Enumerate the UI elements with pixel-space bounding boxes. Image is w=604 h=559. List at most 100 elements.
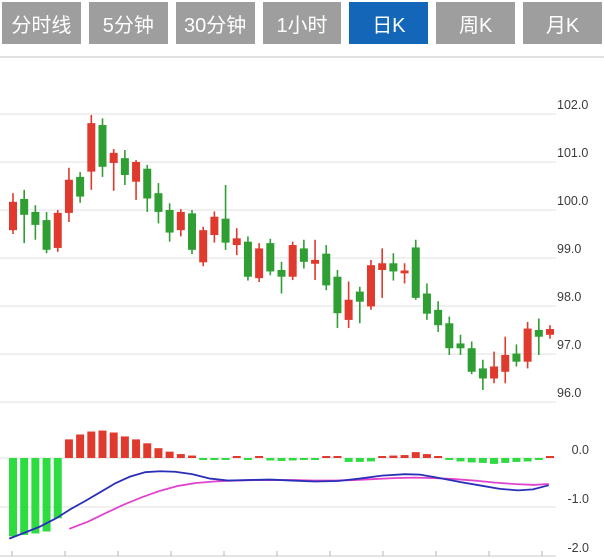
candle-body bbox=[400, 270, 409, 274]
macd-histogram-bar bbox=[490, 458, 499, 464]
candle-body bbox=[467, 348, 476, 372]
candle-body bbox=[445, 323, 454, 349]
tab-分时线[interactable]: 分时线 bbox=[2, 2, 81, 44]
candle-body bbox=[322, 253, 331, 286]
candle-body bbox=[490, 366, 499, 379]
candle-body bbox=[367, 265, 375, 307]
macd-histogram-bar bbox=[501, 458, 510, 463]
candle-body bbox=[311, 259, 320, 264]
macd-histogram-bar bbox=[243, 458, 252, 460]
macd-histogram-bar bbox=[165, 451, 174, 458]
tab-1小时[interactable]: 1小时 bbox=[262, 2, 342, 44]
candle-body bbox=[42, 220, 51, 250]
macd-histogram-bar bbox=[344, 458, 353, 462]
candle-body bbox=[411, 247, 420, 298]
candle-body bbox=[221, 218, 230, 243]
candle-body bbox=[9, 201, 17, 231]
macd-histogram-bar bbox=[266, 458, 275, 461]
candle-body bbox=[255, 248, 264, 279]
price-axis-label: 101.0 bbox=[557, 146, 588, 160]
candle-body bbox=[243, 241, 252, 277]
macd-histogram-bar bbox=[288, 458, 297, 461]
candle-body bbox=[277, 270, 286, 277]
candle-body bbox=[87, 123, 96, 172]
tab-月K[interactable]: 月K bbox=[523, 2, 603, 44]
price-axis-label: 99.0 bbox=[557, 242, 581, 256]
macd-histogram-bar bbox=[20, 458, 29, 535]
macd-histogram-bar bbox=[132, 439, 141, 458]
price-axis-label: 97.0 bbox=[557, 338, 581, 352]
macd-histogram-bar bbox=[467, 458, 476, 463]
candle-body bbox=[165, 210, 174, 233]
macd-histogram-bar bbox=[277, 458, 286, 461]
candle-body bbox=[154, 193, 163, 212]
macd-histogram-bar bbox=[411, 452, 420, 458]
macd-histogram-bar bbox=[176, 454, 185, 458]
macd-histogram-bar bbox=[367, 458, 375, 462]
macd-histogram-bar bbox=[210, 458, 219, 460]
macd-histogram-bar bbox=[534, 458, 543, 460]
candle-body bbox=[76, 176, 85, 197]
candle-body bbox=[143, 168, 152, 199]
macd-histogram-bar bbox=[42, 458, 51, 532]
macd-histogram-bar bbox=[445, 458, 454, 460]
timeframe-tabs: 分时线 5分钟 30分钟 1小时 日K 周K 月K bbox=[0, 2, 604, 44]
candle-body bbox=[109, 152, 118, 163]
macd-histogram-bar bbox=[355, 458, 364, 462]
macd-histogram-bar bbox=[199, 458, 208, 460]
macd-histogram-bar bbox=[120, 436, 129, 458]
candle-body bbox=[98, 125, 107, 167]
tab-周K[interactable]: 周K bbox=[436, 2, 516, 44]
macd-histogram-bar bbox=[255, 456, 264, 458]
macd-histogram-bar bbox=[456, 458, 465, 462]
candle-body bbox=[422, 293, 431, 314]
macd-histogram-bar bbox=[322, 456, 331, 458]
macd-histogram-bar bbox=[478, 458, 487, 463]
price-axis-label: 100.0 bbox=[557, 194, 588, 208]
macd-histogram-bar bbox=[422, 454, 431, 458]
macd-histogram-bar bbox=[87, 431, 96, 458]
macd-histogram-bar bbox=[333, 456, 342, 458]
macd-histogram-bar bbox=[311, 458, 320, 460]
tab-30分钟[interactable]: 30分钟 bbox=[175, 2, 255, 44]
macd-histogram-bar bbox=[389, 455, 398, 458]
candle-body bbox=[478, 368, 487, 379]
candle-body bbox=[288, 245, 297, 277]
macd-histogram-bar bbox=[232, 456, 241, 458]
macd-axis-label: -2.0 bbox=[567, 541, 589, 555]
macd-axis-label: 0.0 bbox=[572, 443, 589, 457]
macd-histogram-bar bbox=[9, 458, 17, 537]
candle-body bbox=[523, 328, 532, 362]
macd-histogram-bar bbox=[109, 432, 118, 458]
tab-日K-active[interactable]: 日K bbox=[349, 2, 429, 44]
macd-histogram-bar bbox=[143, 443, 152, 458]
candle-body bbox=[333, 276, 342, 314]
candle-body bbox=[120, 158, 129, 175]
candle-body bbox=[512, 353, 521, 362]
candle-body bbox=[389, 263, 398, 272]
candle-body bbox=[53, 212, 62, 248]
macd-histogram-bar bbox=[53, 458, 62, 519]
candle-body bbox=[64, 179, 73, 213]
macd-histogram-bar bbox=[400, 455, 409, 458]
candle-body bbox=[210, 216, 219, 235]
macd-histogram-bar bbox=[154, 448, 163, 458]
macd-dif-line bbox=[9, 470, 549, 540]
candle-body bbox=[534, 330, 543, 337]
candle-body bbox=[378, 263, 387, 270]
candle-body bbox=[132, 162, 141, 182]
macd-histogram-bar bbox=[299, 458, 308, 460]
candle-body bbox=[20, 198, 29, 215]
candle-body bbox=[199, 230, 208, 263]
price-axis-label: 98.0 bbox=[557, 290, 581, 304]
macd-histogram-bar bbox=[64, 439, 73, 458]
macd-histogram-bar bbox=[76, 434, 85, 458]
candle-body bbox=[188, 213, 196, 250]
candle-body bbox=[344, 299, 353, 320]
candle-body bbox=[299, 248, 308, 262]
macd-histogram-bar bbox=[188, 455, 196, 458]
tab-5分钟[interactable]: 5分钟 bbox=[88, 2, 168, 44]
candle-body bbox=[546, 329, 554, 335]
